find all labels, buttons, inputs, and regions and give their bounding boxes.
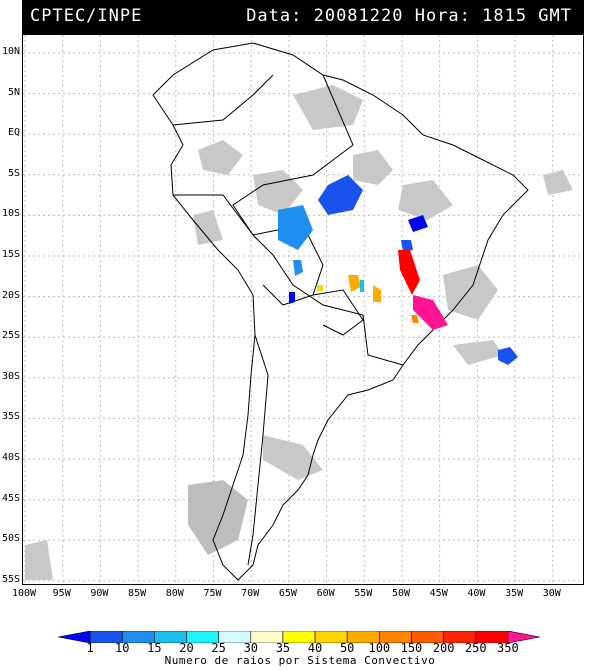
map-svg bbox=[23, 35, 583, 584]
colorbar-label: 25 bbox=[211, 641, 226, 655]
lon-label: 45W bbox=[429, 588, 448, 599]
colorbar-caption: Numero de raios por Sistema Convectivo bbox=[164, 654, 436, 667]
cell-blue bbox=[498, 347, 518, 365]
lon-label: 60W bbox=[316, 588, 335, 599]
cloud-patch bbox=[198, 140, 243, 175]
colorbar-label: 20 bbox=[179, 641, 194, 655]
cloud-patch bbox=[398, 180, 453, 220]
cloud-patch bbox=[253, 170, 303, 215]
lat-label: 15S bbox=[1, 249, 20, 260]
lon-label: 40W bbox=[467, 588, 486, 599]
colorbar-label: 250 bbox=[464, 641, 487, 655]
convective-cells bbox=[278, 175, 518, 365]
paraguay-border bbox=[312, 289, 364, 336]
lon-label: 85W bbox=[128, 588, 147, 599]
colorbar-segment bbox=[57, 630, 91, 644]
lon-label: 30W bbox=[542, 588, 561, 599]
cell-cyan bbox=[360, 280, 364, 292]
lat-label: 30S bbox=[1, 370, 20, 382]
cloud-patch bbox=[193, 210, 223, 245]
cell-orange bbox=[411, 315, 419, 323]
colorbar-svg bbox=[57, 630, 541, 644]
lon-label: 35W bbox=[505, 588, 524, 599]
cloud-patch bbox=[353, 150, 393, 185]
lon-label: 75W bbox=[203, 588, 222, 599]
lat-label: 5N bbox=[7, 86, 20, 98]
cell-red bbox=[398, 250, 420, 295]
peru-border bbox=[173, 194, 254, 236]
lat-label: 10N bbox=[1, 46, 20, 57]
lon-label: 80W bbox=[165, 588, 184, 599]
cell-blue bbox=[293, 260, 303, 276]
map-panel bbox=[22, 34, 584, 585]
cell-magenta bbox=[413, 295, 448, 330]
colorbar-label: 50 bbox=[339, 641, 355, 655]
source-label: CPTEC/INPE bbox=[30, 6, 143, 26]
date-time-label: Data: 20081220 Hora: 1815 GMT bbox=[246, 6, 572, 26]
cell-yellow bbox=[317, 285, 323, 291]
lat-label: 45S bbox=[1, 492, 20, 504]
lat-label: 40S bbox=[1, 452, 20, 463]
colorbar bbox=[57, 628, 541, 644]
lon-label: 95W bbox=[52, 588, 71, 599]
cell-blue bbox=[401, 240, 413, 252]
cell-blue bbox=[278, 205, 313, 250]
colorbar-label: 200 bbox=[432, 641, 455, 655]
lat-label: 25S bbox=[1, 330, 20, 342]
brazil-border bbox=[232, 74, 404, 366]
cloud-patch bbox=[543, 170, 573, 195]
cell-blue bbox=[318, 175, 363, 215]
lon-label: 50W bbox=[391, 588, 411, 599]
south-america-coast bbox=[152, 42, 529, 581]
cloud-patch bbox=[443, 265, 498, 320]
cloud-patch bbox=[293, 85, 363, 130]
cell-blue bbox=[408, 215, 428, 232]
cloud-patch bbox=[453, 340, 503, 365]
lat-label: 50S bbox=[1, 533, 20, 545]
cell-orange bbox=[373, 285, 381, 302]
title-bar: CPTEC/INPE Data: 20081220 Hora: 1815 GMT bbox=[22, 0, 584, 34]
lat-label: 35S bbox=[1, 411, 20, 423]
colorbar-label: 15 bbox=[147, 641, 162, 655]
colombia-border bbox=[172, 74, 274, 126]
colorbar-segment bbox=[507, 630, 541, 644]
lon-label: 90W bbox=[90, 588, 109, 599]
colorbar-label: 100 bbox=[368, 641, 391, 655]
cloud-patch bbox=[25, 540, 53, 580]
cell-blue bbox=[289, 292, 295, 304]
lat-label: 5S bbox=[7, 167, 20, 179]
cloud-patch bbox=[263, 435, 323, 480]
colorbar-label: 40 bbox=[307, 641, 323, 655]
colorbar-label: 150 bbox=[400, 641, 423, 655]
lon-label: 65W bbox=[278, 588, 297, 599]
cell-orange bbox=[348, 275, 361, 292]
lon-label: 70W bbox=[241, 588, 260, 599]
cloud-patch bbox=[188, 480, 248, 555]
lat-label: 20S bbox=[1, 289, 20, 301]
lat-label: 55S bbox=[1, 573, 20, 585]
lon-label: 55W bbox=[354, 588, 373, 599]
lat-label: 10S bbox=[1, 208, 20, 220]
lat-lon-grid bbox=[23, 35, 583, 584]
colorbar-label: 350 bbox=[497, 641, 519, 655]
cloud-cover bbox=[25, 85, 573, 580]
colorbar-label: 1 bbox=[86, 641, 94, 655]
lon-label: 100W bbox=[11, 588, 37, 599]
colorbar-label: 30 bbox=[243, 641, 259, 655]
lat-label: EQ bbox=[7, 127, 20, 139]
colorbar-label: 10 bbox=[115, 641, 130, 655]
colorbar-label: 35 bbox=[275, 641, 291, 655]
argentina-chile-border bbox=[247, 334, 269, 566]
